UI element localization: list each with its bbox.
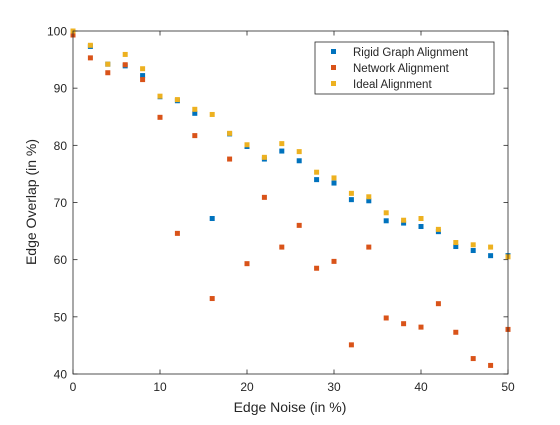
y-tick-label: 70 [54, 196, 68, 210]
data-point [261, 194, 267, 200]
data-point [174, 230, 180, 236]
x-tick-label: 0 [70, 380, 77, 394]
x-tick-label: 30 [327, 380, 341, 394]
data-point [348, 197, 354, 203]
data-point [279, 148, 285, 154]
data-point [383, 218, 389, 224]
data-point [418, 216, 424, 222]
y-tick-label: 100 [47, 25, 67, 39]
legend-label: Network Alignment [353, 63, 450, 75]
y-tick-label: 40 [54, 368, 68, 382]
data-point [314, 177, 320, 183]
legend-box [314, 41, 495, 95]
data-point [401, 217, 407, 223]
data-point [401, 220, 407, 226]
y-tick-label: 90 [54, 82, 68, 96]
y-tick-label: 80 [54, 139, 68, 153]
data-point [470, 356, 476, 362]
legend-label: Ideal Alignment [353, 79, 432, 91]
data-point [87, 55, 93, 61]
data-point [383, 210, 389, 216]
x-axis-title: Edge Noise (in %) [234, 399, 347, 415]
data-point [418, 224, 424, 230]
data-point [314, 265, 320, 271]
data-point [140, 66, 146, 72]
y-tick-label: 60 [54, 253, 68, 267]
data-point [435, 301, 441, 307]
x-tick-label: 50 [501, 380, 515, 394]
data-point [105, 61, 111, 67]
axis-ticks: 0 10 20 30 40 50 40 50 60 70 80 90 100 [47, 25, 515, 395]
data-point [157, 93, 163, 99]
legend: Rigid Graph Alignment Network Alignment … [314, 41, 495, 95]
legend-marker [331, 81, 336, 86]
data-point [488, 244, 494, 250]
data-point [192, 106, 198, 112]
data-point [122, 51, 128, 57]
data-point [105, 70, 111, 76]
data-point [296, 222, 302, 228]
data-point [296, 149, 302, 155]
data-point [366, 198, 372, 204]
data-point [140, 77, 146, 83]
data-point [296, 158, 302, 164]
data-point [453, 244, 459, 250]
data-point [122, 62, 128, 68]
data-point [331, 258, 337, 264]
plot-frame [72, 30, 509, 375]
data-point [470, 242, 476, 248]
data-point [261, 154, 267, 160]
x-tick-label: 40 [414, 380, 428, 394]
data-point [227, 130, 233, 136]
data-point [279, 141, 285, 147]
data-point [87, 42, 93, 48]
data-point [331, 175, 337, 181]
data-point [174, 97, 180, 103]
data-point [140, 73, 146, 79]
data-point [401, 321, 407, 327]
x-tick-label: 20 [240, 380, 254, 394]
data-point [383, 315, 389, 321]
data-point [209, 296, 215, 302]
data-point [192, 110, 198, 116]
data-points [70, 28, 511, 368]
legend-entry: Rigid Graph Alignment [331, 47, 469, 59]
data-point [366, 194, 372, 200]
data-point [192, 133, 198, 139]
data-point [366, 244, 372, 250]
data-point [488, 253, 494, 259]
data-point [348, 190, 354, 196]
data-point [435, 226, 441, 232]
data-point [157, 114, 163, 120]
data-point [227, 156, 233, 162]
data-point [470, 248, 476, 254]
data-point [418, 324, 424, 330]
data-point [244, 261, 250, 267]
legend-label: Rigid Graph Alignment [353, 47, 469, 59]
data-point [453, 329, 459, 335]
x-tick-label: 10 [153, 380, 167, 394]
legend-marker [331, 65, 336, 70]
data-point [488, 362, 494, 368]
data-point [453, 240, 459, 246]
y-axis-title: Edge Overlap (in %) [23, 139, 39, 265]
legend-marker [331, 49, 336, 54]
data-point [209, 111, 215, 117]
y-tick-label: 50 [54, 310, 68, 324]
data-point [209, 216, 215, 222]
data-point [314, 169, 320, 175]
data-point [244, 142, 250, 148]
data-point [331, 180, 337, 186]
legend-entry: Ideal Alignment [331, 79, 432, 91]
data-point [279, 244, 285, 250]
data-point [348, 342, 354, 348]
legend-entry: Network Alignment [331, 63, 450, 75]
